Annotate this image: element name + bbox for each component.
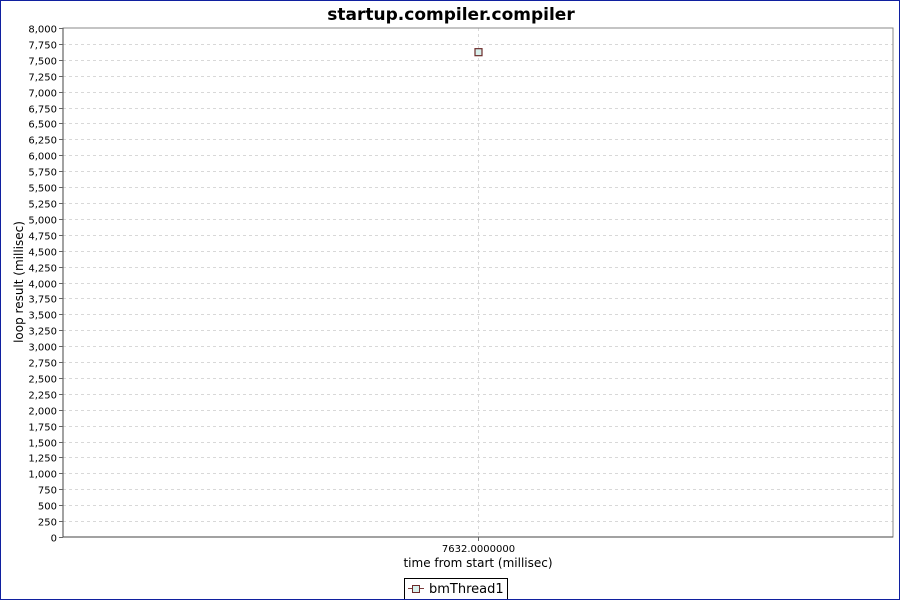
y-tick-label: 5,000	[28, 216, 57, 227]
y-tick-label: 250	[38, 518, 57, 529]
y-tick-label: 3,750	[28, 295, 57, 306]
y-axis-label: loop result (millisec)	[12, 221, 26, 343]
x-axis-label: time from start (millisec)	[403, 556, 552, 570]
y-tick-label: 3,000	[28, 343, 57, 354]
y-tick-label: 7,250	[28, 73, 57, 84]
y-tick-label: 1,750	[28, 423, 57, 434]
y-tick-label: 500	[38, 502, 57, 513]
x-ticks: 7632.0000000	[442, 537, 515, 555]
y-tick-label: 1,500	[28, 439, 57, 450]
x-tick-label: 7632.0000000	[442, 544, 515, 555]
y-tick-label: 7,000	[28, 89, 57, 100]
y-tick-label: 6,250	[28, 136, 57, 147]
chart-title: startup.compiler.compiler	[327, 5, 575, 25]
data-points	[474, 48, 483, 57]
y-tick-label: 4,500	[28, 248, 57, 259]
y-tick-label: 7,750	[28, 41, 57, 52]
y-tick-label: 1,250	[28, 454, 57, 465]
y-tick-label: 6,500	[28, 120, 57, 131]
legend-label: bmThread1	[429, 581, 504, 597]
y-tick-label: 8,000	[28, 25, 57, 36]
y-tick-label: 2,500	[28, 375, 57, 386]
y-tick-label: 2,000	[28, 407, 57, 418]
legend-marker-icon	[407, 583, 425, 595]
y-tick-label: 4,750	[28, 232, 57, 243]
y-tick-label: 6,750	[28, 105, 57, 116]
y-tick-label: 1,000	[28, 470, 57, 481]
data-point	[474, 48, 483, 57]
y-tick-label: 2,250	[28, 391, 57, 402]
y-tick-label: 5,750	[28, 168, 57, 179]
y-tick-label: 6,000	[28, 152, 57, 163]
gridlines	[63, 28, 893, 537]
y-tick-label: 2,750	[28, 359, 57, 370]
y-tick-label: 5,500	[28, 184, 57, 195]
y-tick-label: 3,500	[28, 311, 57, 322]
y-tick-label: 7,500	[28, 57, 57, 68]
y-tick-label: 3,250	[28, 327, 57, 338]
y-tick-label: 4,000	[28, 280, 57, 291]
y-tick-label: 4,250	[28, 264, 57, 275]
y-tick-label: 5,250	[28, 200, 57, 211]
y-ticks: 0 250 500 750 1,000 1,250 1,500 1,750 2,000 2,250…	[28, 25, 63, 545]
legend: bmThread1	[404, 578, 508, 599]
y-tick-label: 0	[51, 534, 57, 545]
y-tick-label: 750	[38, 486, 57, 497]
